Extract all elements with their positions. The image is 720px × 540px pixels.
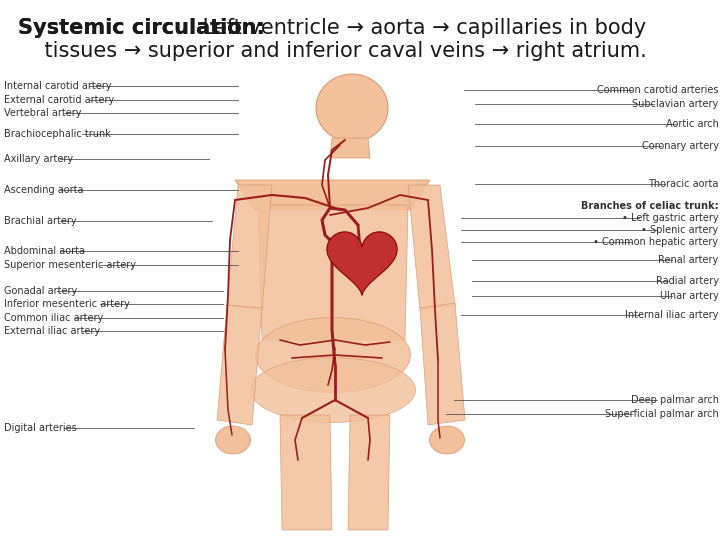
Text: Ascending aorta: Ascending aorta — [4, 185, 83, 195]
Ellipse shape — [256, 318, 410, 393]
Text: Coronary artery: Coronary artery — [642, 141, 719, 151]
Text: Digital arteries: Digital arteries — [4, 423, 76, 433]
Text: Brachiocephalic trunk: Brachiocephalic trunk — [4, 129, 110, 139]
Ellipse shape — [430, 426, 464, 454]
Text: Aortic arch: Aortic arch — [666, 119, 719, 129]
Text: Vertebral artery: Vertebral artery — [4, 109, 81, 118]
Text: External carotid artery: External carotid artery — [4, 95, 114, 105]
Text: Abdominal aorta: Abdominal aorta — [4, 246, 85, 256]
Text: Systemic circulation:: Systemic circulation: — [18, 18, 265, 38]
Text: tissues → superior and inferior caval veins → right atrium.: tissues → superior and inferior caval ve… — [18, 41, 647, 61]
Text: External iliac artery: External iliac artery — [4, 326, 100, 336]
Text: Left ventricle → aorta → capillaries in body: Left ventricle → aorta → capillaries in … — [196, 18, 647, 38]
Text: Inferior mesenteric artery: Inferior mesenteric artery — [4, 299, 130, 309]
Text: Gonadal artery: Gonadal artery — [4, 286, 77, 295]
Polygon shape — [327, 232, 397, 295]
Text: Superior mesenteric artery: Superior mesenteric artery — [4, 260, 135, 269]
Text: Brachial artery: Brachial artery — [4, 217, 76, 226]
Text: Radial artery: Radial artery — [655, 276, 719, 286]
Text: Superficial palmar arch: Superficial palmar arch — [605, 409, 719, 419]
Polygon shape — [420, 303, 465, 425]
Text: Ulnar artery: Ulnar artery — [660, 291, 719, 301]
Text: Internal iliac artery: Internal iliac artery — [625, 310, 719, 320]
Polygon shape — [258, 205, 408, 340]
Text: Subclavian artery: Subclavian artery — [632, 99, 719, 109]
Polygon shape — [235, 180, 430, 210]
Text: Internal carotid artery: Internal carotid artery — [4, 82, 111, 91]
Polygon shape — [348, 415, 390, 530]
Polygon shape — [408, 185, 455, 310]
Ellipse shape — [251, 357, 415, 422]
Polygon shape — [227, 185, 272, 310]
Ellipse shape — [316, 74, 388, 142]
Text: Thoracic aorta: Thoracic aorta — [648, 179, 719, 188]
Ellipse shape — [215, 426, 251, 454]
Text: Common iliac artery: Common iliac artery — [4, 313, 103, 322]
Text: Deep palmar arch: Deep palmar arch — [631, 395, 719, 404]
Polygon shape — [217, 305, 262, 425]
Text: Renal artery: Renal artery — [658, 255, 719, 265]
Text: Axillary artery: Axillary artery — [4, 154, 73, 164]
Text: • Left gastric artery: • Left gastric artery — [622, 213, 719, 223]
Text: Common carotid arteries: Common carotid arteries — [597, 85, 719, 95]
Polygon shape — [280, 415, 332, 530]
Polygon shape — [330, 138, 370, 158]
Text: • Splenic artery: • Splenic artery — [642, 225, 719, 235]
Text: Branches of celiac trunk:: Branches of celiac trunk: — [581, 201, 719, 211]
Text: Systemic circulation:: Systemic circulation: — [18, 18, 265, 38]
Text: • Common hepatic artery: • Common hepatic artery — [593, 237, 719, 247]
